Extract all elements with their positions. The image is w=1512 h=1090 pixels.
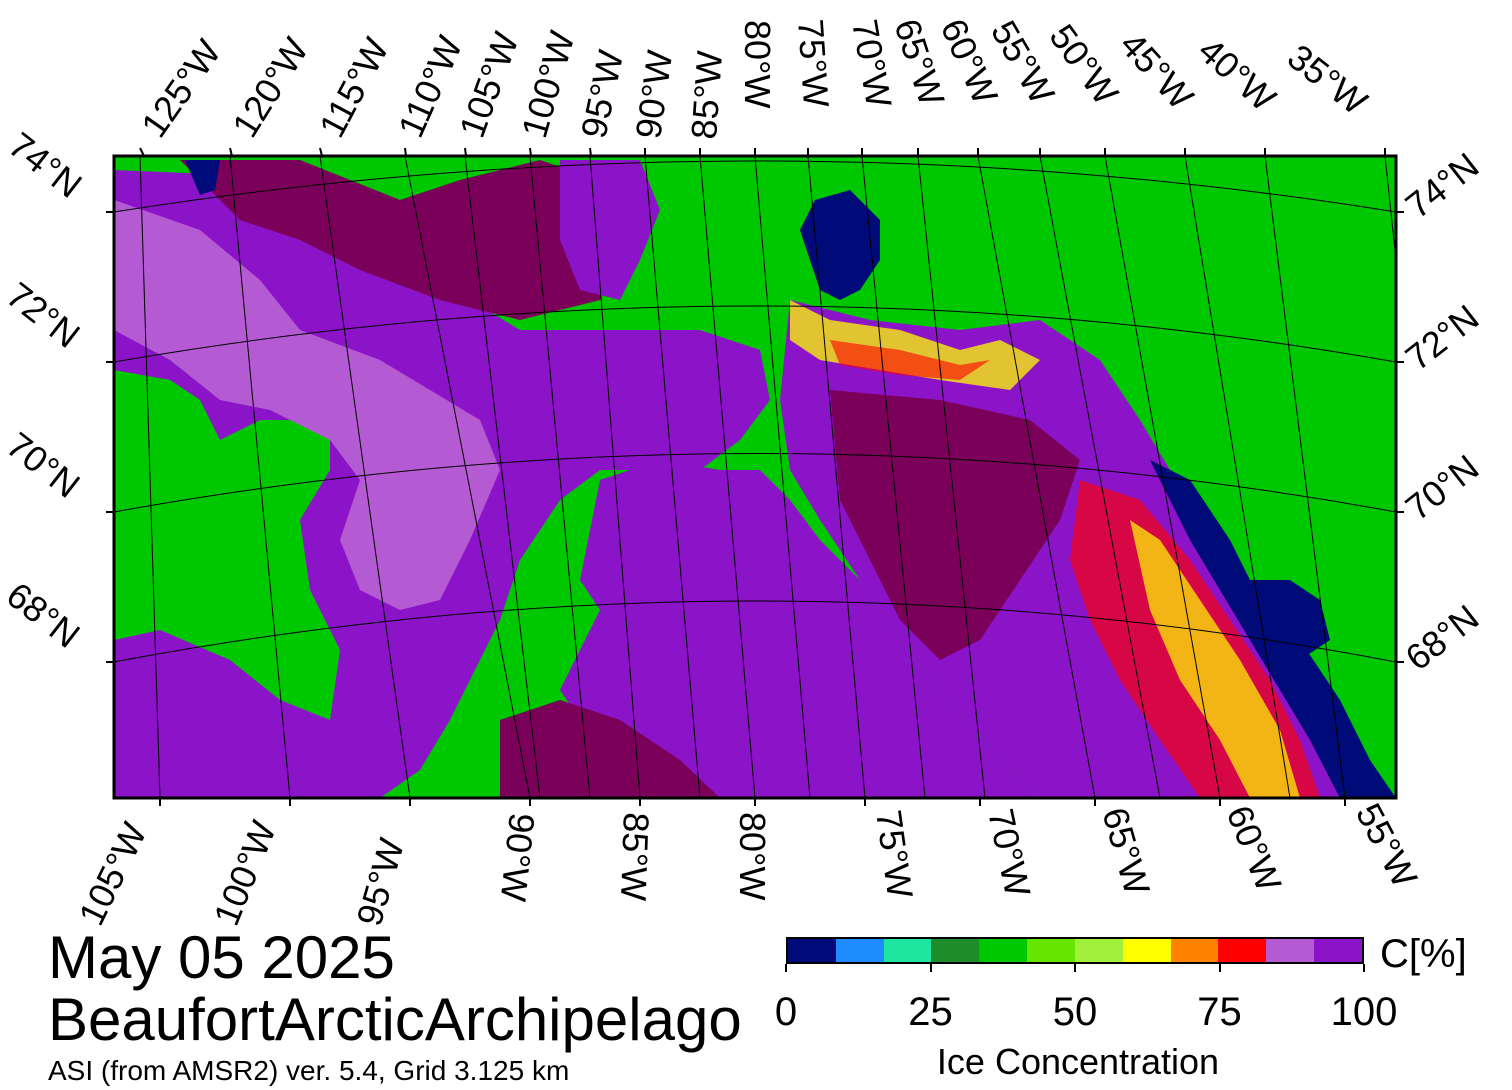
- top-lon-label: 90°W: [627, 48, 680, 141]
- top-lon-label: 35°W: [1280, 36, 1375, 123]
- baffin-bay-ice: [780, 300, 1370, 798]
- colorbar-segment: [1027, 939, 1075, 962]
- ice-concentration-colorbar: [786, 937, 1364, 964]
- region-name: BeaufortArcticArchipelago: [48, 986, 742, 1053]
- top-lon-label: 80°W: [737, 20, 778, 108]
- top-lon-label: 120°W: [224, 31, 316, 145]
- top-lon-label: 45°W: [1112, 24, 1202, 117]
- left-lat-label: 72°N: [0, 274, 88, 356]
- right-lat-label: 68°N: [1398, 596, 1487, 678]
- bottom-lon-label: 70°W: [980, 805, 1038, 900]
- ice-amundsen-gulf: [114, 200, 500, 610]
- colorbar-segment: [883, 939, 932, 962]
- ice-prince-regent: [560, 160, 660, 300]
- colorbar-segment: [979, 939, 1028, 962]
- bottom-lon-label: 100°W: [205, 815, 284, 930]
- colorbar-segment: [1266, 939, 1315, 962]
- water-north-water-polynya: [800, 190, 880, 300]
- colorbar-title: Ice Concentration: [936, 1041, 1220, 1082]
- water-disko-bay: [1240, 580, 1330, 660]
- colorbar-tick: [1363, 964, 1365, 972]
- bottom-lon-label: 85°W: [613, 812, 657, 902]
- colorbar-tick-label: 25: [908, 990, 953, 1034]
- colorbar-unit: C[%]: [1380, 932, 1467, 976]
- bottom-lon-label: 80°W: [732, 812, 773, 900]
- bottom-lon-label: 60°W: [1219, 800, 1290, 897]
- frame-ticks: [106, 147, 1404, 806]
- ice-foxe-channel: [500, 700, 720, 798]
- left-lat-label: 70°N: [0, 424, 88, 506]
- colorbar-tick-label: 50: [1052, 990, 1098, 1034]
- ice-mclure-strait: [180, 160, 620, 320]
- top-lon-label: 85°W: [683, 49, 730, 140]
- top-lon-label: 50°W: [1042, 17, 1127, 113]
- colorbar-tick-label: 0: [774, 990, 798, 1034]
- colorbar-tick: [1074, 964, 1076, 972]
- ice-concentration-map: 125°W 120°W 115°W 110°W 105°W 100°W 95°W…: [0, 13, 1487, 930]
- colorbar-segment: [1074, 939, 1123, 962]
- colorbar-tick: [929, 964, 932, 972]
- colorbar-segment: [1314, 939, 1362, 962]
- bottom-lon-label: 95°W: [348, 834, 412, 930]
- colorbar-segment: [1122, 939, 1171, 962]
- top-longitude-labels: 125°W 120°W 115°W 110°W 105°W 100°W 95°W…: [133, 13, 1375, 145]
- right-latitude-labels: 74°N 72°N 70°N 68°N: [1398, 144, 1487, 678]
- bottom-lon-label: 90°W: [493, 811, 543, 903]
- colorbar-segment: [788, 939, 836, 962]
- colorbar-segment: [1170, 939, 1219, 962]
- top-lon-label: 115°W: [311, 31, 397, 144]
- left-lat-label: 74°N: [1, 124, 90, 206]
- bottom-lon-label: 75°W: [868, 807, 921, 900]
- colorbar-tick: [785, 964, 787, 972]
- bottom-lon-label: 105°W: [70, 816, 154, 930]
- top-lon-label: 75°W: [790, 18, 837, 109]
- left-lat-label: 68°N: [0, 574, 88, 656]
- map-date: May 05 2025: [48, 924, 395, 991]
- ice-north-water-red: [830, 340, 990, 380]
- left-latitude-labels: 74°N 72°N 70°N 68°N: [0, 124, 90, 656]
- longitude-lines: [139, 156, 1396, 798]
- colorbar-tick-label: 100: [1330, 990, 1398, 1034]
- ice-gulf-of-boothia: [560, 460, 1040, 798]
- latitude-lines: [114, 160, 1396, 663]
- colorbar-segment: [835, 939, 884, 962]
- top-lon-label: 40°W: [1191, 29, 1284, 119]
- bottom-lon-label: 55°W: [1348, 797, 1426, 894]
- right-lat-label: 72°N: [1398, 296, 1487, 378]
- product-info: ASI (from AMSR2) ver. 5.4, Grid 3.125 km: [48, 1055, 570, 1086]
- bottom-lon-label: 65°W: [1094, 803, 1158, 899]
- top-lon-label: 95°W: [573, 47, 631, 142]
- ice-channels: [114, 160, 1040, 798]
- colorbar-tick: [1218, 964, 1221, 972]
- colorbar-tick-label: 75: [1197, 990, 1242, 1034]
- right-lat-label: 70°N: [1398, 446, 1487, 528]
- colorbar-segment: [931, 939, 980, 962]
- top-lon-label: 125°W: [133, 32, 229, 144]
- right-lat-label: 74°N: [1398, 144, 1487, 226]
- colorbar-segment: [1218, 939, 1267, 962]
- water-mclintock: [185, 160, 220, 195]
- ice-baffin-core: [830, 390, 1080, 660]
- bottom-longitude-labels: 105°W 100°W 95°W 90°W 85°W 80°W 75°W 70°…: [70, 797, 1425, 930]
- ice-baffin-edge-yellow: [1130, 520, 1300, 798]
